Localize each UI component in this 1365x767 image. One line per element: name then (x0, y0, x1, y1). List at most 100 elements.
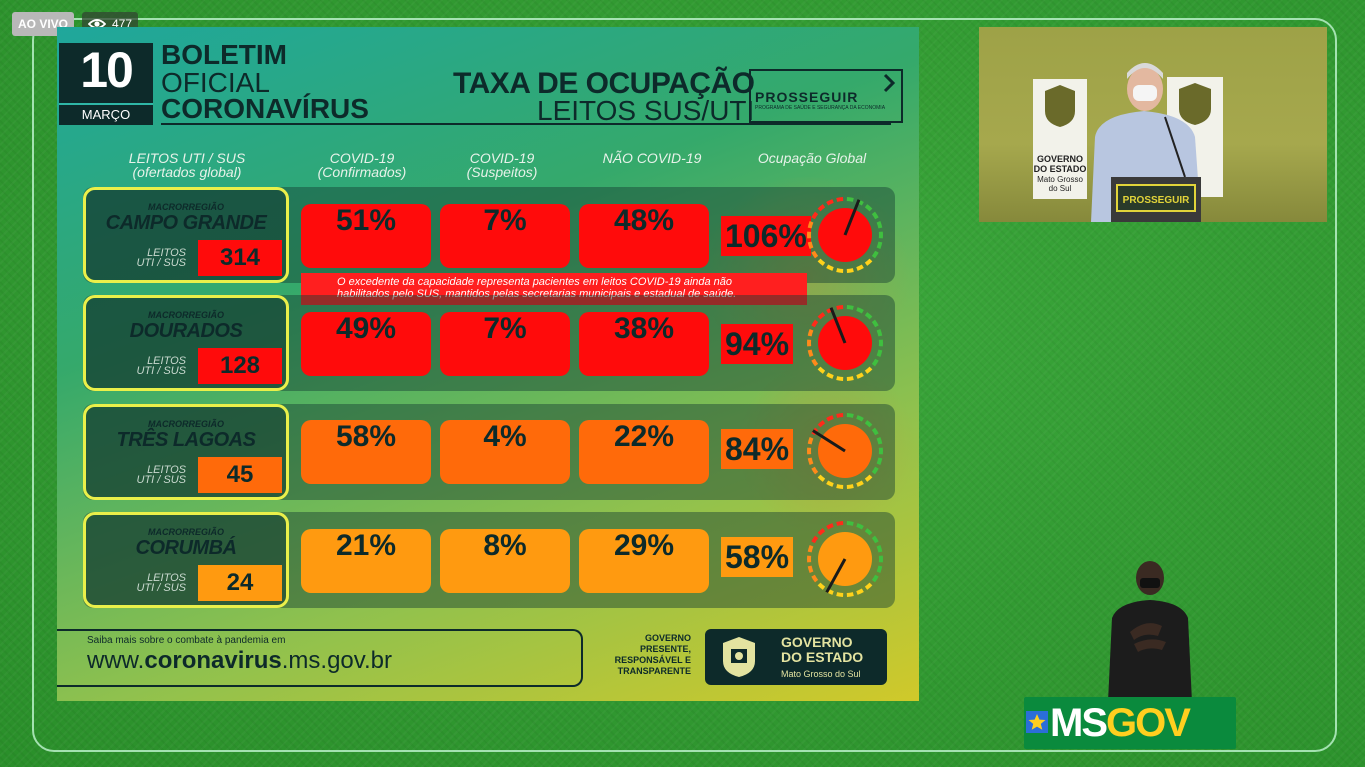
gauge-icon (807, 197, 883, 273)
pct-suspeitos: 8% (440, 529, 570, 593)
footer-caption: Saiba mais sobre o combate à pandemia em (87, 635, 286, 646)
gauge-segment (876, 565, 883, 573)
gauge-segment (871, 427, 879, 436)
occupancy-title: TAXA DE OCUPAÇÃO (453, 67, 755, 100)
gauge-segment (836, 376, 844, 381)
msgov-wordmark: MSGOV (1050, 701, 1191, 745)
gauge-segment (876, 241, 883, 249)
gauge-segment (807, 565, 814, 573)
pct-global: 84% (721, 429, 794, 469)
gauge-segment (871, 535, 879, 544)
bulletin-title: CORONAVÍRUS (161, 93, 369, 124)
region-name: CORUMBÁ (135, 537, 237, 559)
gauge-segment (836, 484, 844, 489)
gauge-segment (864, 528, 873, 536)
leitos-label: LEITOS UTI / SUS (136, 572, 186, 594)
gauge-segment (871, 250, 879, 259)
gauge-segment (826, 523, 834, 530)
gauge-segment (864, 582, 873, 590)
podium-label: PROSSEGUIR (1123, 195, 1190, 206)
gauge-needle (825, 558, 847, 594)
gauge-segment (871, 211, 879, 220)
gauge-segment (856, 415, 864, 422)
gauge-segment (856, 523, 864, 530)
occupancy-subtitle: LEITOS SUS/UTI (537, 95, 755, 126)
region-card: MACRORREGIÃO CORUMBÁ LEITOS UTI / SUS 24 (83, 512, 289, 608)
gauge-segment (817, 204, 826, 212)
col-header-suspeitos: COVID-19 (Suspeitos) (466, 150, 538, 180)
gauge-segment (807, 241, 814, 249)
gauge-segment (846, 592, 854, 597)
gauge-segment (807, 221, 814, 229)
pct-confirmados: 51% (301, 204, 431, 268)
gauge-segment (817, 528, 826, 536)
gauge-segment (856, 372, 864, 379)
macro-label: MACRORREGIÃO (148, 527, 224, 537)
gauge-segment (817, 420, 826, 428)
gauge-segment (846, 376, 854, 381)
speaker-video: GOVERNO DO ESTADO Mato Grosso do Sul PRO… (979, 27, 1327, 222)
pct-suspeitos: 7% (440, 312, 570, 376)
gauge-segment (807, 545, 814, 553)
chevron-right-icon (883, 73, 896, 93)
gauge-segment (817, 582, 826, 590)
gauge-icon (807, 521, 883, 597)
gauge-needle (812, 429, 846, 453)
gauge-segment (817, 258, 826, 266)
col-header-leitos: LEITOS UTI / SUS (ofertados global) (128, 150, 246, 180)
gauge-segment (836, 268, 844, 273)
gauge-segment (846, 305, 854, 310)
gauge-segment (817, 366, 826, 374)
col-header-global: Ocupação Global (757, 150, 867, 166)
gauge-segment (856, 588, 864, 595)
gauge-segment (817, 474, 826, 482)
gauge-segment (826, 264, 834, 271)
gauge-segment (846, 197, 854, 202)
gauge-needle (829, 307, 847, 344)
gauge-segment (836, 197, 844, 202)
gauge-segment (811, 466, 819, 475)
macro-label: MACRORREGIÃO (148, 310, 224, 320)
region-name: DOURADOS (129, 320, 243, 342)
pct-confirmados: 21% (301, 529, 431, 593)
gauge-segment (836, 413, 844, 418)
gauge-segment (811, 358, 819, 367)
banner-label: GOVERNO (1037, 154, 1083, 164)
gauge-segment (846, 268, 854, 273)
gauge-needle (843, 199, 861, 236)
pct-suspeitos: 4% (440, 420, 570, 484)
gauge-segment (864, 258, 873, 266)
date-month: MARÇO (59, 103, 153, 122)
sign-interpreter (1108, 561, 1192, 702)
gauge-segment (811, 319, 819, 328)
region-card: MACRORREGIÃO DOURADOS LEITOS UTI / SUS 12… (83, 295, 289, 391)
region-card: MACRORREGIÃO TRÊS LAGOAS LEITOS UTI / SUS… (83, 404, 289, 500)
gov-slogan: GOVERNO PRESENTE, RESPONSÁVEL E TRANSPAR… (614, 633, 691, 676)
leitos-count: 45 (198, 457, 282, 493)
gauge-segment (846, 521, 854, 526)
gauge-segment (876, 545, 883, 553)
msgov-logo: MSGOV (1024, 697, 1236, 749)
gauge-segment (876, 221, 883, 229)
footer-info: Saiba mais sobre o combate à pandemia em… (57, 629, 583, 687)
pct-nao-covid: 29% (579, 529, 709, 593)
gauge-segment (817, 312, 826, 320)
bulletin-title: BOLETIM (161, 39, 287, 70)
gauge-segment (836, 521, 844, 526)
gauge-segment (871, 319, 879, 328)
gauge-segment (864, 366, 873, 374)
frame-line (32, 18, 1337, 752)
gauge-segment (871, 466, 879, 475)
website-url: www.coronavirus.ms.gov.br (87, 647, 392, 674)
gauge-segment (864, 312, 873, 320)
pct-suspeitos: 7% (440, 204, 570, 268)
pct-confirmados: 49% (301, 312, 431, 376)
gauge-segment (871, 574, 879, 583)
banner-label: DO ESTADO (1034, 164, 1087, 174)
gauge-segment (871, 358, 879, 367)
date-box: 10 MARÇO (59, 42, 153, 125)
pct-nao-covid: 38% (579, 312, 709, 376)
bulletin-title: OFICIAL (161, 67, 270, 98)
gauge-segment (876, 349, 883, 357)
gauge-segment (856, 307, 864, 314)
